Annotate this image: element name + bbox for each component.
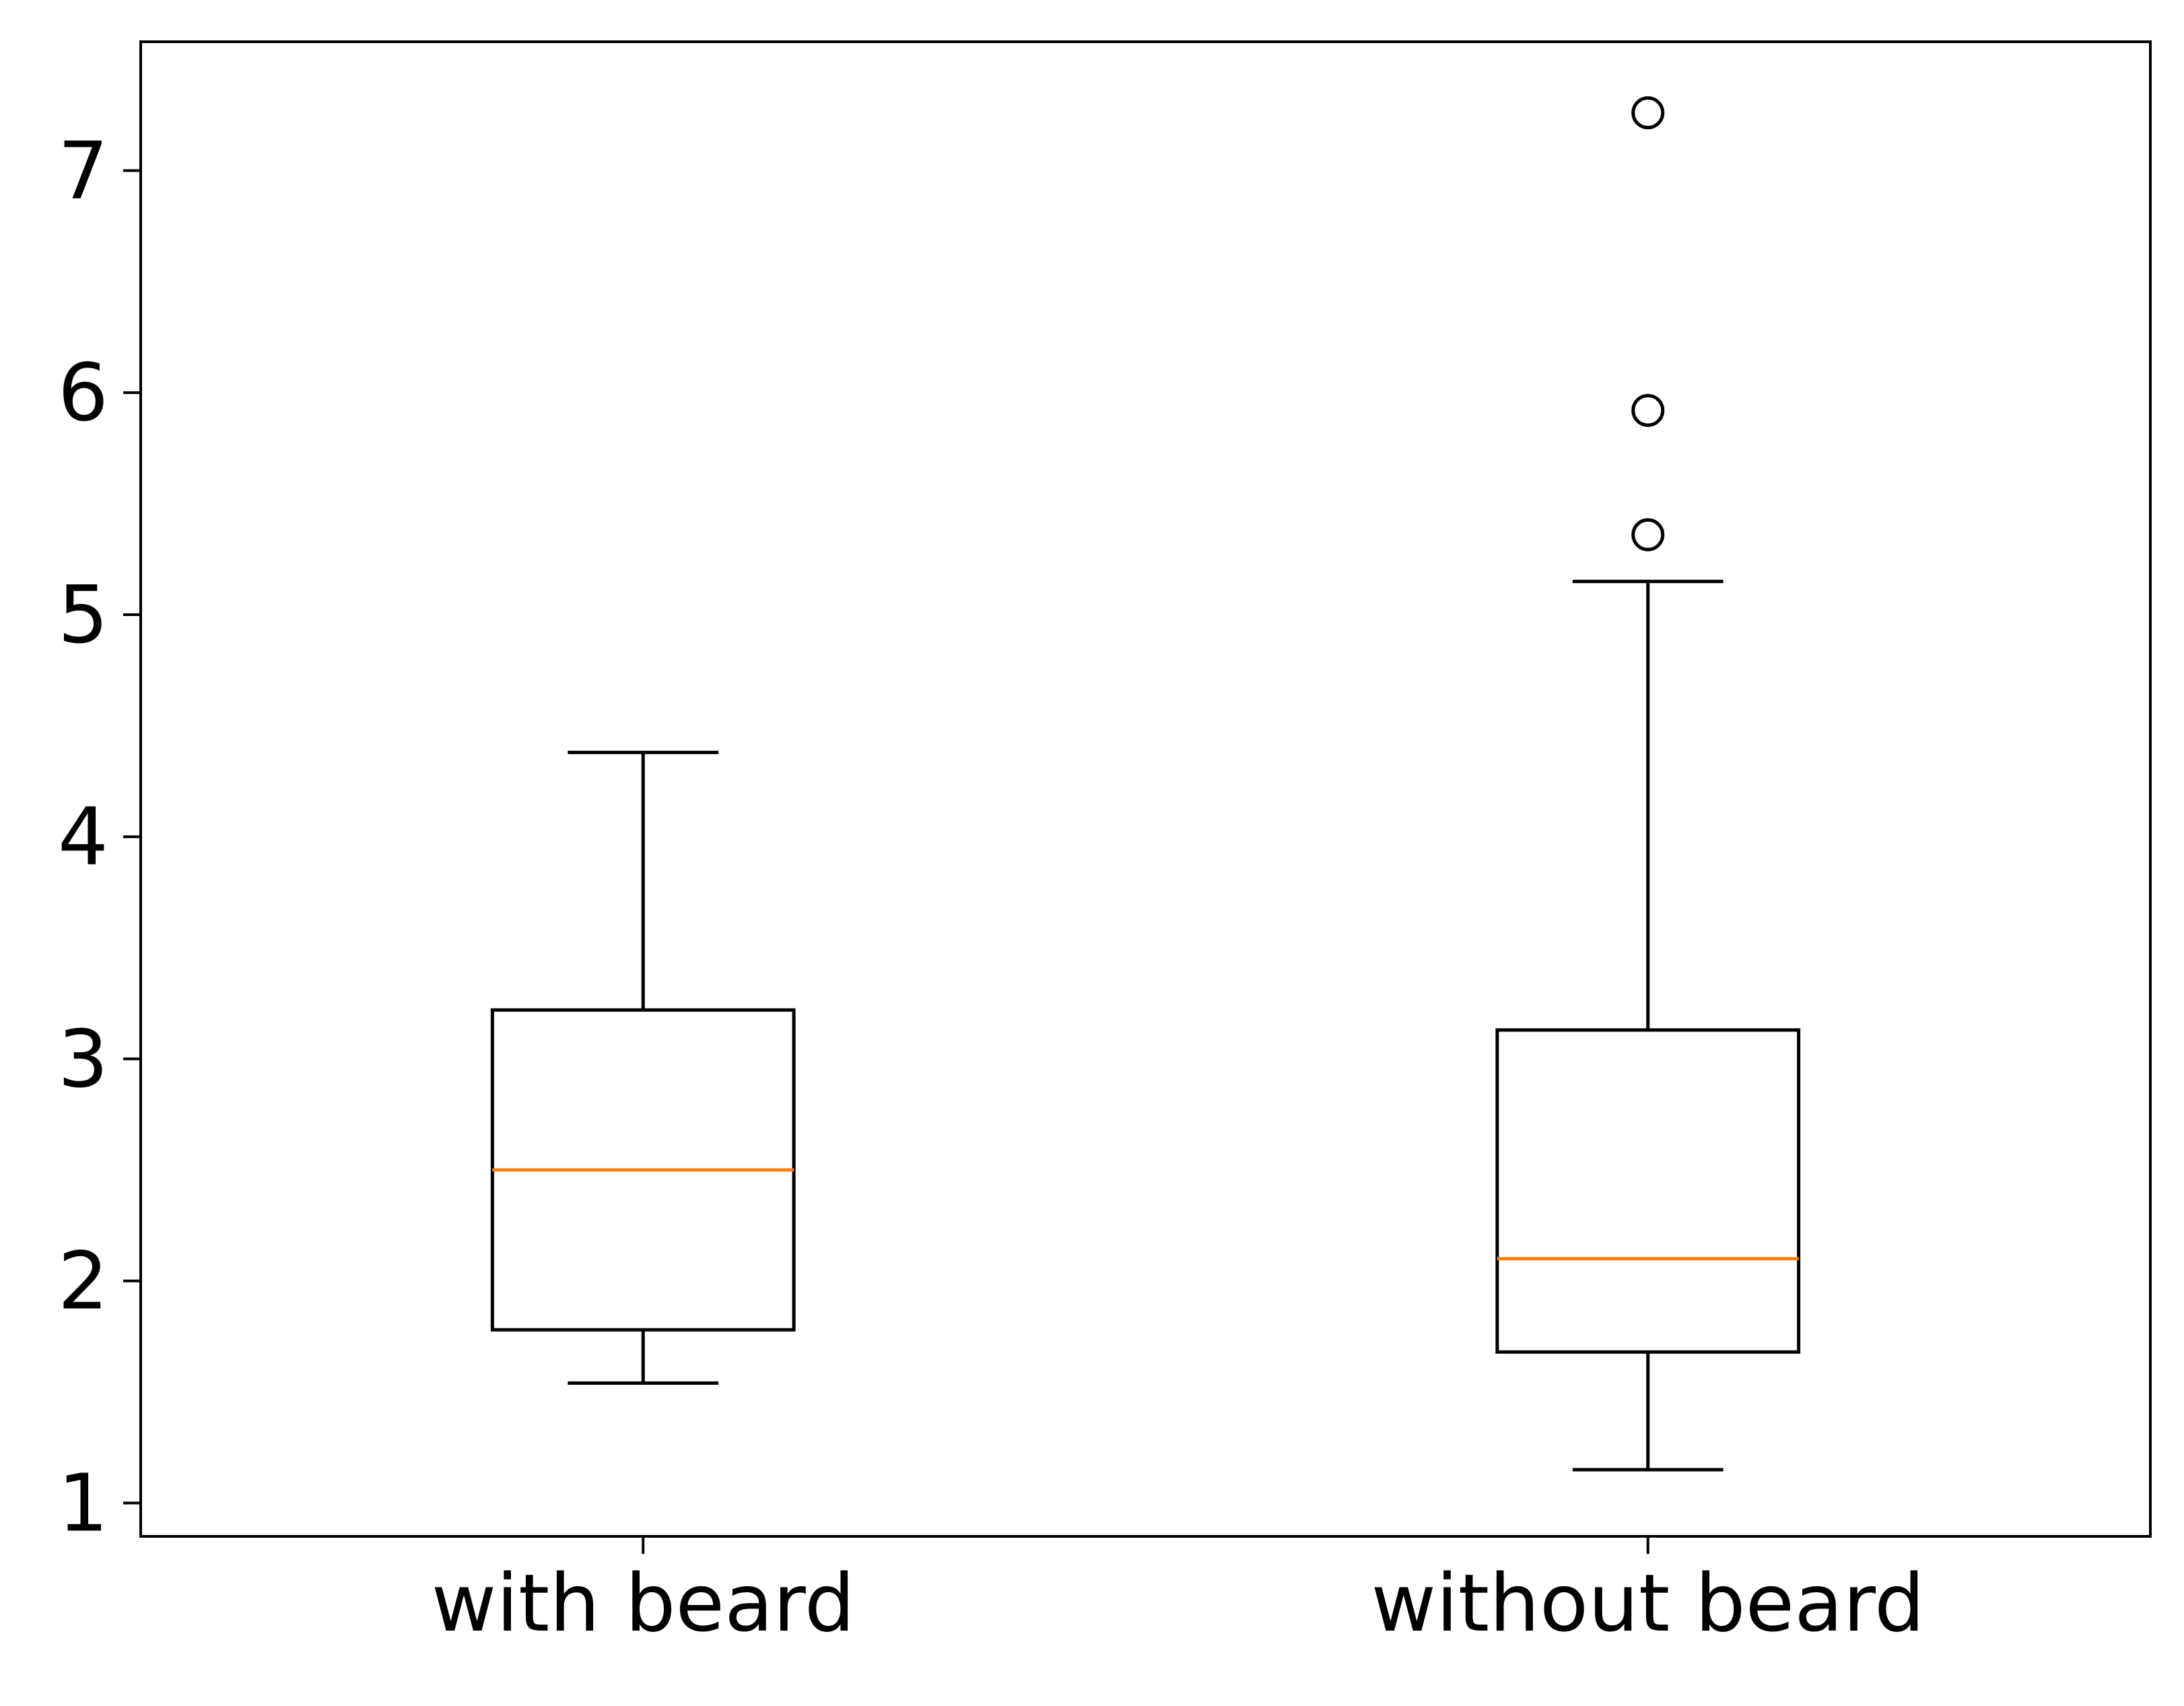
y-tick-label: 5	[58, 568, 108, 661]
x-tick-label: with beard	[432, 1557, 855, 1649]
plot-area-frame	[139, 40, 2152, 1538]
y-tick-label: 7	[58, 124, 108, 217]
x-tick-label: without beard	[1371, 1557, 1925, 1649]
outlier-point	[1631, 518, 1665, 551]
x-axis: with beard without beard	[432, 1536, 1925, 1649]
outlier-point	[1631, 394, 1665, 428]
boxes	[490, 96, 1801, 1472]
y-tick-label: 4	[58, 790, 108, 883]
y-tick-label: 2	[58, 1235, 108, 1328]
y-tick-label: 3	[58, 1013, 108, 1105]
outlier-point	[1631, 96, 1665, 130]
box-group	[490, 751, 796, 1385]
box-iqr	[1495, 1028, 1801, 1354]
box-group	[1495, 96, 1801, 1472]
y-tick-label: 6	[58, 346, 108, 439]
y-tick-label: 1	[58, 1457, 108, 1550]
y-axis: 1 2 3 4 5 6 7	[58, 124, 141, 1550]
